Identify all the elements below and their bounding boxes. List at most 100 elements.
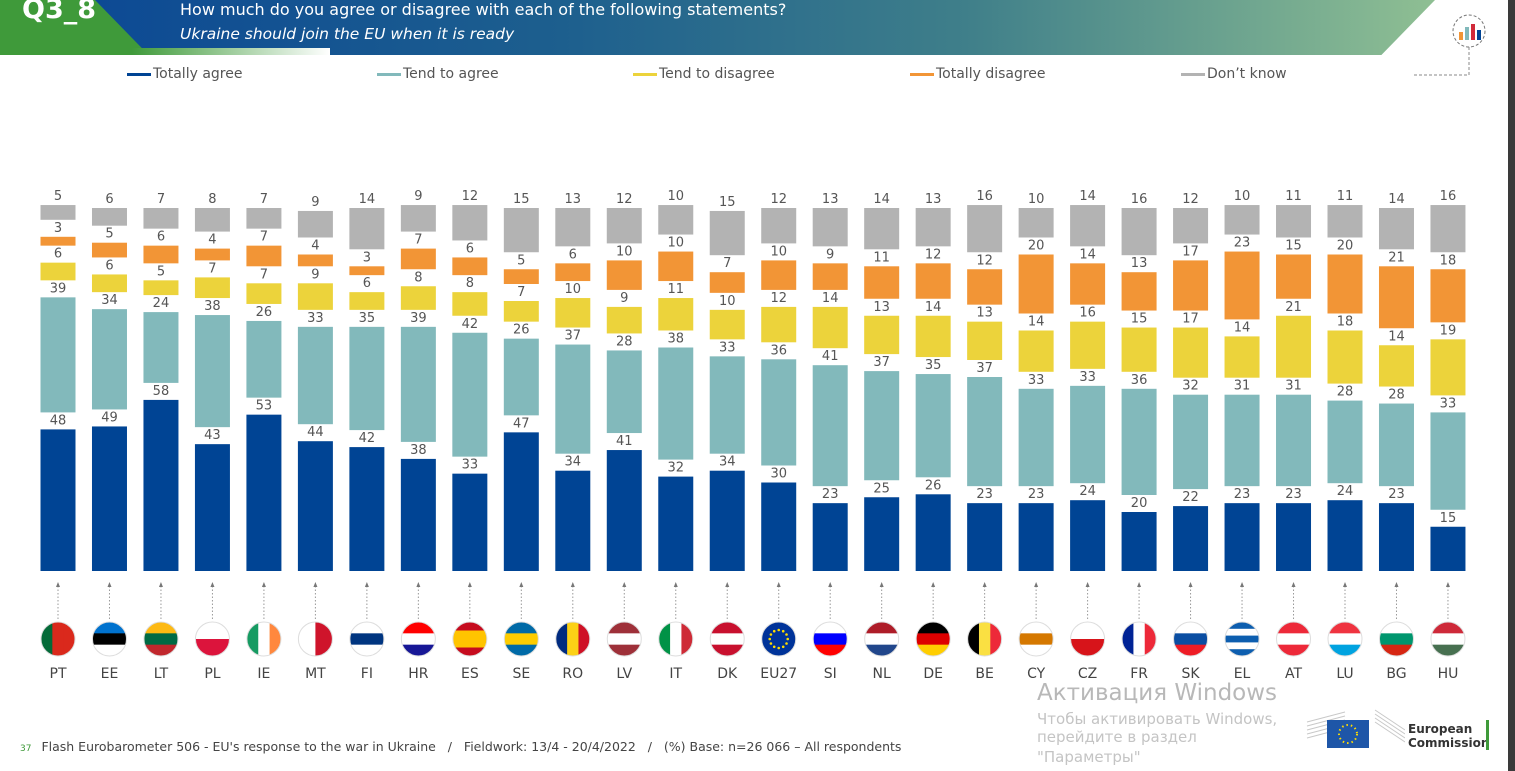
bar-segment bbox=[297, 441, 333, 571]
data-label: 10 bbox=[565, 282, 582, 297]
flag-RO-icon bbox=[555, 622, 590, 656]
bar-segment bbox=[1378, 208, 1414, 250]
bar-segment bbox=[555, 298, 591, 328]
category-label: NL bbox=[873, 666, 891, 682]
flag-ES-icon bbox=[452, 622, 487, 656]
category-label: DE bbox=[923, 666, 943, 682]
data-label: 4 bbox=[208, 233, 216, 248]
bar-segment bbox=[606, 306, 642, 334]
flag-EE-icon bbox=[92, 622, 127, 656]
header-banner bbox=[95, 0, 1435, 55]
bar-segment bbox=[1173, 394, 1209, 490]
page-number: 37 bbox=[20, 744, 32, 754]
category-label: SK bbox=[1182, 666, 1201, 682]
bar-NL: 25 37 13 11 14 NL bbox=[864, 192, 900, 682]
legend-swatch bbox=[633, 72, 657, 76]
arrow-icon bbox=[364, 582, 369, 587]
data-label: 14 bbox=[1388, 192, 1405, 207]
bar-segment bbox=[194, 315, 230, 428]
data-label: 10 bbox=[616, 244, 633, 259]
bar-segment bbox=[1018, 208, 1054, 238]
bar-segment bbox=[194, 248, 230, 261]
bar-segment bbox=[1173, 327, 1209, 378]
bar-segment bbox=[143, 312, 179, 383]
flag-SE-icon bbox=[504, 622, 539, 656]
bar-segment bbox=[1378, 503, 1414, 571]
bar-segment bbox=[1430, 339, 1466, 396]
data-label: 33 bbox=[719, 340, 736, 355]
category-label: HU bbox=[1438, 666, 1459, 682]
bar-segment bbox=[1430, 526, 1466, 571]
bar-segment bbox=[709, 210, 745, 256]
bar-segment bbox=[349, 326, 385, 431]
category-label: ES bbox=[461, 666, 479, 682]
data-label: 37 bbox=[976, 361, 993, 376]
data-label: 14 bbox=[873, 192, 890, 207]
bar-segment bbox=[555, 344, 591, 454]
bar-segment bbox=[1224, 336, 1260, 378]
flag-PL-icon bbox=[195, 622, 230, 656]
data-label: 7 bbox=[157, 192, 165, 207]
data-label: 34 bbox=[719, 455, 736, 470]
bar-segment bbox=[1070, 500, 1106, 571]
data-label: 10 bbox=[667, 189, 684, 204]
arrow-icon bbox=[673, 582, 678, 587]
bar-segment bbox=[915, 374, 951, 478]
bar-segment bbox=[91, 309, 127, 410]
ec-logo-bar bbox=[1486, 720, 1489, 750]
bar-segment bbox=[503, 208, 539, 253]
data-label: 26 bbox=[256, 305, 273, 320]
data-label: 35 bbox=[359, 311, 376, 326]
bar-segment bbox=[40, 297, 76, 413]
bar-segment bbox=[246, 283, 282, 304]
bar-segment bbox=[709, 470, 745, 571]
ec-logo-text: European Commission bbox=[1408, 722, 1489, 750]
bar-SK: 22 32 17 17 12 SK bbox=[1173, 192, 1209, 682]
data-label: 6 bbox=[105, 258, 113, 273]
data-label: 16 bbox=[1131, 192, 1148, 207]
arrow-icon bbox=[261, 582, 266, 587]
flag-FI-icon bbox=[349, 622, 384, 656]
bar-segment bbox=[1070, 263, 1106, 305]
data-label: 31 bbox=[1285, 379, 1302, 394]
arrow-icon bbox=[1240, 582, 1245, 587]
category-label: AT bbox=[1285, 666, 1302, 682]
bar-segment bbox=[812, 263, 848, 290]
legend-item: Totally agree bbox=[127, 66, 242, 82]
data-label: 22 bbox=[1182, 490, 1199, 505]
arrow-icon bbox=[570, 582, 575, 587]
flag-HR-icon bbox=[401, 622, 436, 656]
bar-segment bbox=[761, 306, 797, 343]
legend-item: Don’t know bbox=[1181, 66, 1287, 82]
arrow-icon bbox=[313, 582, 318, 587]
category-label: CY bbox=[1027, 666, 1046, 682]
data-label: 14 bbox=[359, 192, 376, 207]
bar-segment bbox=[1276, 315, 1312, 378]
bar-segment bbox=[1224, 503, 1260, 571]
data-label: 26 bbox=[925, 478, 942, 493]
bar-segment bbox=[1224, 394, 1260, 487]
windows-watermark-text: Чтобы активировать Windows, перейдите в … bbox=[1037, 710, 1278, 746]
data-label: 18 bbox=[1337, 315, 1354, 330]
bar-segment bbox=[864, 315, 900, 355]
bar-segment bbox=[194, 277, 230, 299]
bar-CY: 23 33 14 20 10 CY bbox=[1018, 192, 1054, 682]
legend-item: Totally disagree bbox=[910, 66, 1046, 82]
bar-segment bbox=[91, 242, 127, 258]
data-label: 9 bbox=[311, 267, 319, 282]
data-label: 6 bbox=[105, 192, 113, 207]
flag-DK-icon bbox=[710, 622, 745, 656]
bar-segment bbox=[349, 447, 385, 571]
ec-logo-graphic bbox=[1306, 709, 1405, 748]
flag-BE-icon bbox=[967, 622, 1002, 656]
arrow-icon bbox=[1188, 582, 1193, 587]
data-label: 3 bbox=[363, 250, 371, 265]
bar-segment bbox=[709, 356, 745, 454]
bar-LU: 24 28 18 20 11 LU bbox=[1327, 189, 1363, 682]
bar-segment bbox=[1018, 330, 1054, 372]
bar-segment bbox=[400, 326, 436, 442]
bar-segment bbox=[555, 263, 591, 282]
flag-PT-icon bbox=[41, 622, 75, 656]
bar-segment bbox=[967, 377, 1003, 487]
data-label: 5 bbox=[105, 227, 113, 242]
